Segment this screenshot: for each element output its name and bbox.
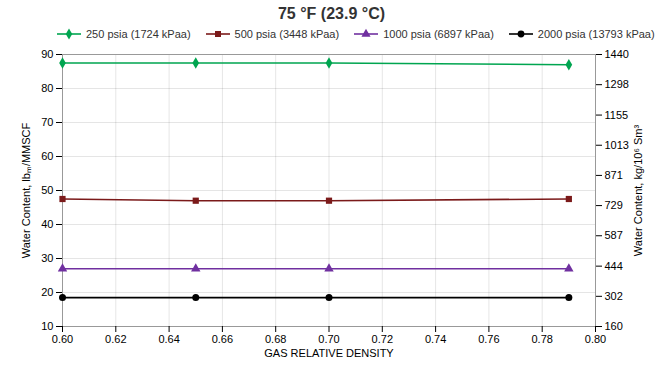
html-text:75 °F (23.9 °C): 75 °F (23.9 °C) xyxy=(278,5,385,22)
svg-text:0.70: 0.70 xyxy=(318,333,339,345)
svg-text:302: 302 xyxy=(605,290,623,302)
svg-text:1013: 1013 xyxy=(605,139,629,151)
svg-text:20: 20 xyxy=(41,286,53,298)
svg-text:0.62: 0.62 xyxy=(105,333,126,345)
svg-text:444: 444 xyxy=(605,260,623,272)
svg-text:729: 729 xyxy=(605,199,623,211)
svg-text:90: 90 xyxy=(41,48,53,60)
svg-text:871: 871 xyxy=(605,169,623,181)
svg-text:160: 160 xyxy=(605,320,623,332)
svg-text:1440: 1440 xyxy=(605,48,629,60)
svg-text:0.78: 0.78 xyxy=(531,333,552,345)
svg-text:50: 50 xyxy=(41,184,53,196)
svg-text:Water Content, lbₘ/MMSCF: Water Content, lbₘ/MMSCF xyxy=(20,122,32,258)
svg-text:80: 80 xyxy=(41,82,53,94)
svg-text:Water Content, kg/10⁶ Sm³: Water Content, kg/10⁶ Sm³ xyxy=(632,125,644,257)
svg-text:0.76: 0.76 xyxy=(478,333,499,345)
svg-text:60: 60 xyxy=(41,150,53,162)
svg-text:10: 10 xyxy=(41,320,53,332)
svg-text:587: 587 xyxy=(605,229,623,241)
svg-text:0.72: 0.72 xyxy=(372,333,393,345)
svg-text:0.68: 0.68 xyxy=(265,333,286,345)
svg-text:0.64: 0.64 xyxy=(158,333,179,345)
svg-text:1298: 1298 xyxy=(605,78,629,90)
html-text:1000 psia (6897 kPaa): 1000 psia (6897 kPaa) xyxy=(383,28,494,40)
svg-text:0.66: 0.66 xyxy=(212,333,233,345)
svg-text:30: 30 xyxy=(41,252,53,264)
svg-text:0.80: 0.80 xyxy=(585,333,606,345)
svg-text:0.60: 0.60 xyxy=(52,333,73,345)
svg-text:1155: 1155 xyxy=(605,109,629,121)
html-text:500 psia (3448 kPaa): 500 psia (3448 kPaa) xyxy=(234,28,340,40)
svg-text:GAS RELATIVE DENSITY: GAS RELATIVE DENSITY xyxy=(264,347,394,359)
html-text:250 psia (1724 kPaa): 250 psia (1724 kPaa) xyxy=(86,28,191,40)
svg-text:40: 40 xyxy=(41,218,53,230)
svg-text:70: 70 xyxy=(41,116,53,128)
html-text:2000 psia (13793 kPaa): 2000 psia (13793 kPaa) xyxy=(537,28,655,40)
svg-text:0.74: 0.74 xyxy=(425,333,446,345)
